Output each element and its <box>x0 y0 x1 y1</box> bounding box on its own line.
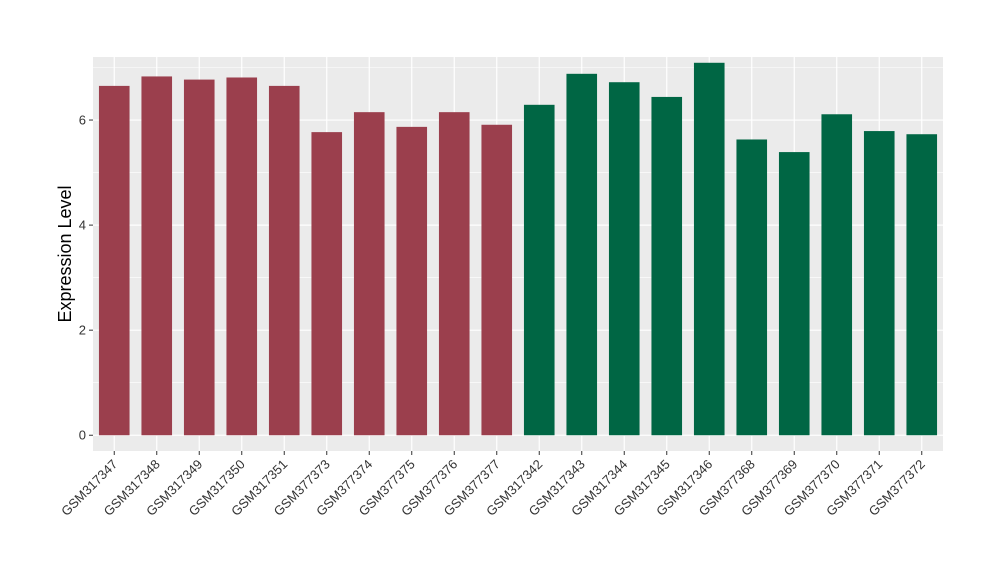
bar-gsm317345 <box>651 96 683 436</box>
bar-gsm317344 <box>608 82 640 436</box>
bar-gsm317350 <box>226 77 258 436</box>
y-tick-label: 2 <box>79 323 86 338</box>
x-axis: GSM317347GSM317348GSM317349GSM317350GSM3… <box>58 451 928 519</box>
bar-gsm377369 <box>778 152 810 436</box>
bar-gsm377373 <box>311 132 343 436</box>
bar-gsm377372 <box>906 134 938 436</box>
bar-gsm317347 <box>98 85 130 436</box>
y-tick-label: 0 <box>79 428 86 443</box>
bar-gsm317343 <box>566 73 598 436</box>
bar-gsm377376 <box>438 112 470 436</box>
bar-gsm317346 <box>693 62 725 436</box>
bar-gsm317351 <box>268 85 300 436</box>
bar-series <box>98 62 938 436</box>
bar-gsm377374 <box>353 112 385 436</box>
bar-gsm377370 <box>821 114 853 436</box>
bar-gsm377375 <box>396 126 428 436</box>
y-tick-label: 4 <box>79 218 86 233</box>
bar-gsm377377 <box>481 124 513 436</box>
bar-gsm317349 <box>183 79 215 436</box>
bar-gsm377368 <box>736 139 768 436</box>
bar-gsm377371 <box>863 131 895 436</box>
y-tick-label: 6 <box>79 113 86 128</box>
bar-gsm317348 <box>141 76 173 436</box>
y-axis: 0 2 4 6 <box>79 113 93 443</box>
y-axis-title: Expression Level <box>55 185 75 322</box>
plot-panel <box>93 57 943 451</box>
bar-gsm317342 <box>523 104 555 436</box>
